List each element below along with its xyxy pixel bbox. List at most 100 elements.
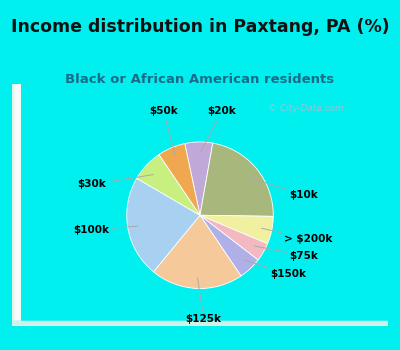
Bar — [16, 84, 19, 326]
Bar — [12, 322, 388, 324]
Bar — [12, 84, 16, 326]
Text: Black or African American residents: Black or African American residents — [66, 72, 334, 86]
Bar — [12, 321, 388, 323]
Bar — [12, 322, 388, 324]
Bar — [12, 321, 388, 323]
Bar — [12, 321, 388, 323]
Bar — [16, 84, 19, 326]
Bar — [13, 84, 16, 326]
Bar — [12, 84, 16, 326]
Wedge shape — [200, 215, 273, 244]
Bar — [14, 84, 18, 326]
Bar — [12, 322, 388, 324]
Wedge shape — [200, 215, 268, 260]
Bar — [14, 84, 17, 326]
Bar — [14, 84, 18, 326]
Bar — [14, 84, 18, 326]
Bar — [12, 321, 388, 324]
Bar — [13, 84, 17, 326]
Bar — [15, 84, 19, 326]
Bar — [12, 323, 388, 325]
Bar — [14, 84, 18, 326]
Bar — [12, 323, 388, 325]
Bar — [13, 84, 17, 326]
Bar — [12, 322, 388, 325]
Bar — [13, 84, 17, 326]
Bar — [15, 84, 19, 326]
Bar — [13, 84, 17, 326]
Bar — [12, 323, 388, 325]
Bar — [12, 322, 388, 325]
Bar — [12, 322, 388, 324]
Bar — [14, 84, 18, 326]
Bar — [12, 321, 388, 323]
Bar — [12, 322, 388, 325]
Bar — [12, 321, 388, 324]
Text: Income distribution in Paxtang, PA (%): Income distribution in Paxtang, PA (%) — [11, 18, 389, 36]
Bar — [12, 84, 16, 326]
Text: $150k: $150k — [244, 260, 306, 279]
Bar — [15, 84, 19, 326]
Bar — [16, 84, 19, 326]
Bar — [14, 84, 18, 326]
Bar — [12, 322, 388, 324]
Bar — [14, 84, 17, 326]
Bar — [12, 322, 388, 324]
Bar — [12, 322, 388, 324]
Bar — [12, 322, 388, 324]
Bar — [12, 321, 388, 324]
Bar — [12, 84, 16, 326]
Text: $20k: $20k — [200, 106, 236, 153]
Bar — [12, 321, 388, 324]
Bar — [12, 323, 388, 325]
Wedge shape — [137, 155, 200, 215]
Text: $100k: $100k — [74, 225, 138, 235]
Bar — [15, 84, 18, 326]
Bar — [16, 84, 20, 326]
Bar — [12, 321, 388, 323]
Bar — [12, 321, 388, 323]
Text: $10k: $10k — [249, 178, 318, 200]
Bar — [12, 321, 388, 323]
Bar — [12, 322, 388, 324]
Bar — [12, 323, 388, 325]
Bar — [14, 84, 18, 326]
Bar — [12, 322, 388, 324]
Bar — [12, 322, 388, 325]
Bar — [15, 84, 19, 326]
Bar — [13, 84, 17, 326]
Bar — [12, 323, 388, 325]
Text: © City-Data.com: © City-Data.com — [268, 104, 344, 113]
Bar — [13, 84, 17, 326]
Bar — [12, 321, 388, 324]
Bar — [14, 84, 18, 326]
Bar — [15, 84, 19, 326]
Bar — [12, 322, 388, 324]
Wedge shape — [185, 142, 213, 215]
Bar — [12, 84, 16, 326]
Bar — [15, 84, 19, 326]
Bar — [13, 84, 17, 326]
Bar — [12, 323, 388, 326]
Wedge shape — [200, 215, 258, 276]
Bar — [12, 322, 388, 324]
Bar — [12, 84, 16, 326]
Bar — [14, 84, 18, 326]
Bar — [12, 321, 388, 323]
Bar — [13, 84, 16, 326]
Bar — [13, 84, 16, 326]
Bar — [14, 84, 18, 326]
Bar — [12, 323, 388, 326]
Bar — [12, 322, 388, 325]
Bar — [15, 84, 18, 326]
Bar — [12, 84, 16, 326]
Bar — [16, 84, 19, 326]
Bar — [12, 322, 388, 325]
Bar — [12, 323, 388, 326]
Bar — [12, 322, 388, 324]
Bar — [15, 84, 18, 326]
Bar — [14, 84, 18, 326]
Bar — [12, 321, 388, 323]
Bar — [14, 84, 18, 326]
Bar — [12, 323, 388, 325]
